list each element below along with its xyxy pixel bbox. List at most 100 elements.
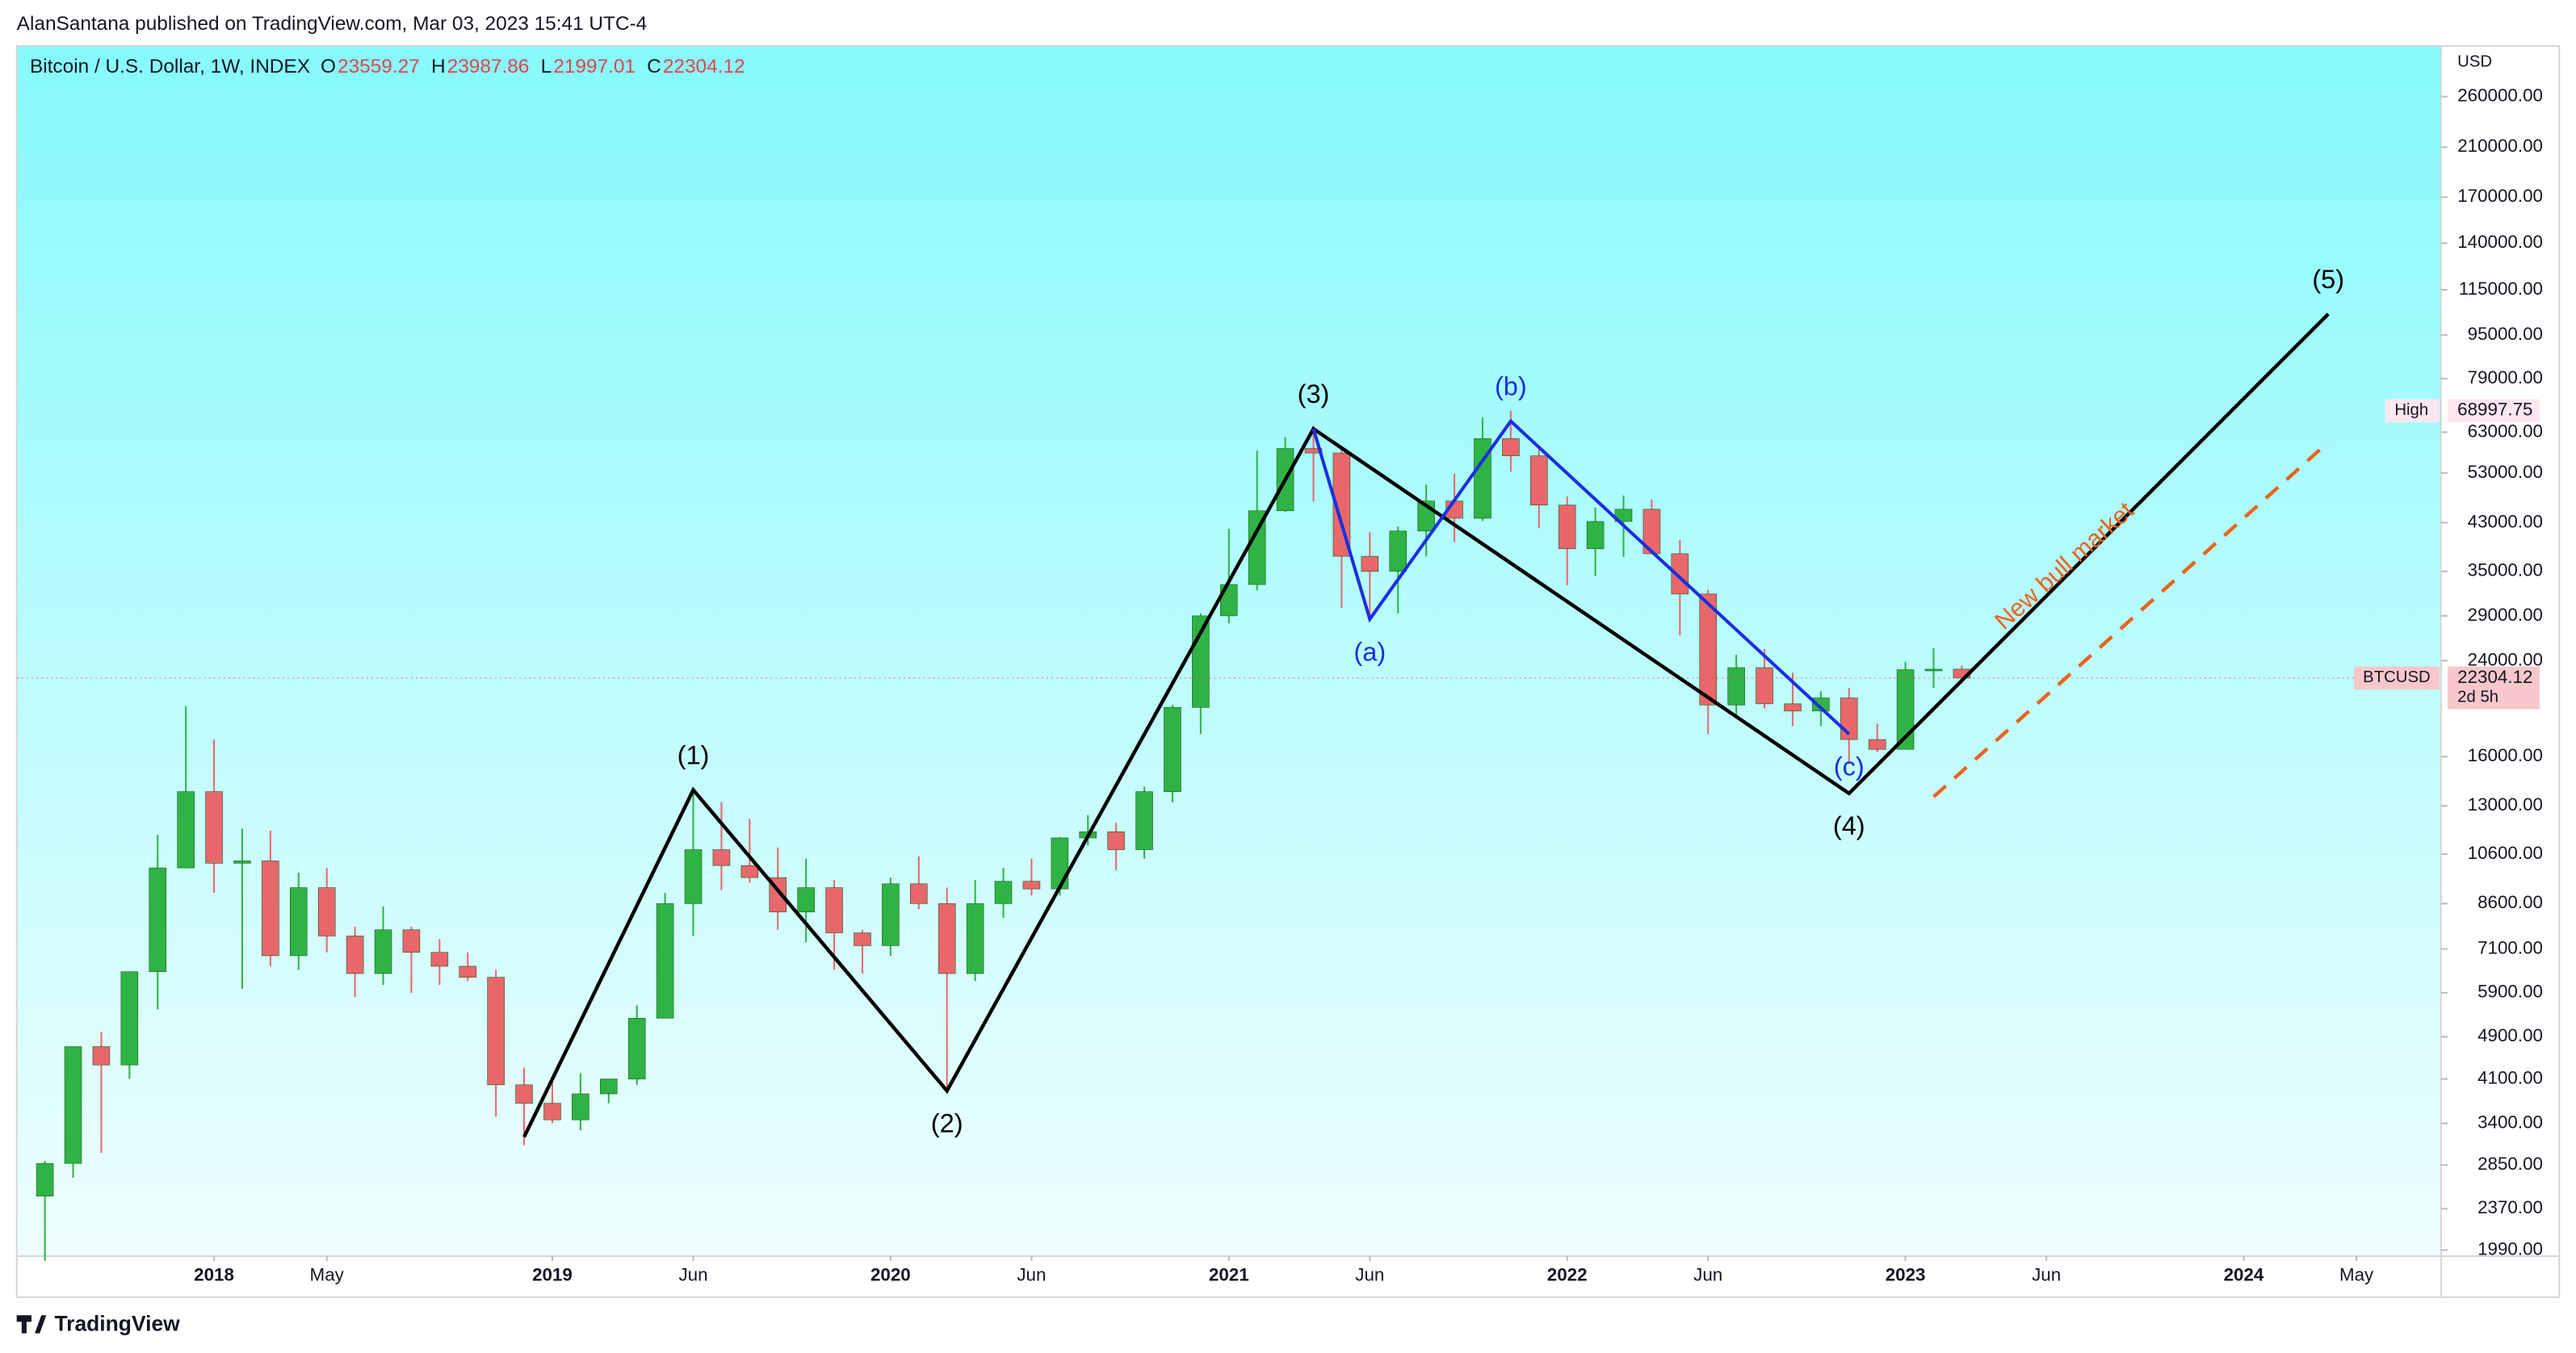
candle-body [346,936,364,974]
candle-body [120,971,139,1066]
candle-body [1474,438,1491,519]
ohlc-value: 21997.01 [553,56,636,77]
candle-body [1389,530,1408,572]
y-tick-label: 63000.00 [2468,421,2543,441]
y-tick-label: 43000.00 [2468,511,2543,531]
candle-body [825,887,843,933]
candle-body [1671,553,1689,595]
price-marker-name: BTCUSD [2363,668,2431,686]
ohlc-value: 22304.12 [663,56,745,77]
x-tick-label: 2023 [1886,1264,1926,1284]
price-marker-name-box [2385,399,2440,422]
candle-body [1896,669,1915,750]
candle-body [994,881,1013,904]
candle-body [543,1103,561,1121]
candle-body [910,883,928,904]
y-tick-label: 53000.00 [2468,462,2543,482]
candle-body [1304,448,1323,454]
wave-label: (a) [1353,637,1386,666]
wave-label: (4) [1833,811,1865,840]
candle-body [1332,452,1351,557]
wave-label: (1) [678,740,710,769]
candle-body [233,861,251,864]
candle-body [600,1079,618,1095]
wave-label: (3) [1298,379,1330,408]
candle-body [1051,837,1069,890]
y-tick-label: 1990.00 [2477,1238,2543,1259]
candle-body [684,849,703,904]
candle-body [1558,505,1576,550]
candle-body [317,887,336,936]
x-tick-label: 2021 [1209,1264,1249,1284]
x-tick-label: 2020 [871,1264,911,1284]
candle-body [1529,455,1548,505]
candle-body [797,887,815,913]
wave-label: (5) [2312,265,2344,294]
x-tick-label: Jun [1355,1264,1384,1284]
y-tick-label: 4100.00 [2477,1067,2543,1087]
x-tick-label: 2024 [2224,1264,2264,1284]
candle-body [712,849,731,866]
candle-body [572,1093,589,1121]
x-tick-label: Jun [1017,1264,1046,1284]
price-marker-name-box [2354,666,2440,690]
currency: USD [2457,53,2492,71]
candle-body [1784,703,1802,712]
candle-body [36,1162,54,1196]
x-tick-label: Jun [2032,1264,2061,1284]
x-tick-label: May [310,1264,345,1284]
price-marker-value: 22304.12 [2457,667,2532,687]
y-tick-label: 140000.00 [2457,232,2543,252]
y-tick-label: 8600.00 [2477,892,2543,912]
y-tick-label: 16000.00 [2468,745,2543,765]
y-tick-label: 3400.00 [2477,1112,2543,1132]
candle-body [627,1017,646,1079]
candle-body [1699,593,1718,706]
candle-body [1727,667,1745,706]
y-tick-label: 2850.00 [2477,1154,2543,1174]
candle-body [1812,697,1830,712]
candle-body [1164,706,1181,792]
candle-body [1022,881,1041,890]
candle-body [1924,668,1943,672]
trend-line [1932,441,2330,798]
ohlc-key: L [541,56,552,77]
candle-body [1614,509,1633,522]
wave-label: (c) [1834,752,1865,781]
candle-body [177,791,195,869]
candle-body [92,1046,111,1066]
y-tick-label: 5900.00 [2477,982,2543,1002]
candle-body [656,903,674,1019]
brand-logo: TradingView [16,1311,180,1335]
symbol: Bitcoin / U.S. Dollar, 1W, INDEX [30,56,310,77]
y-tick-label: 2370.00 [2477,1197,2543,1217]
candle-body [64,1046,82,1164]
candle-body [740,865,759,878]
price-marker-name: High [2394,401,2428,419]
wave-line [522,312,2330,1138]
y-tick-label: 7100.00 [2477,937,2543,957]
candle-body [938,903,956,974]
price-marker-countdown: 2d 5h [2457,689,2498,706]
candle-body [459,966,477,978]
x-tick-label: 2019 [532,1264,573,1284]
candle-body [374,929,392,974]
y-tick-label: 35000.00 [2468,560,2543,580]
candle-body [1135,791,1153,850]
price-marker-value: 68997.75 [2457,400,2532,420]
candle-body [882,883,900,946]
x-tick-label: Jun [1693,1264,1722,1284]
candle-body [1502,438,1520,457]
candle-body [1107,831,1125,850]
ohlc-key: C [647,56,661,77]
plot-background [16,45,2441,1256]
candle-body [1756,667,1773,705]
ohlc-key: O [321,56,336,77]
y-tick-label: 10600.00 [2468,843,2543,863]
candle-body [262,861,279,957]
wave-line [1311,418,1851,735]
y-tick-label: 115000.00 [2459,279,2543,299]
wave-label: (2) [931,1109,963,1138]
candle-body [966,903,984,974]
